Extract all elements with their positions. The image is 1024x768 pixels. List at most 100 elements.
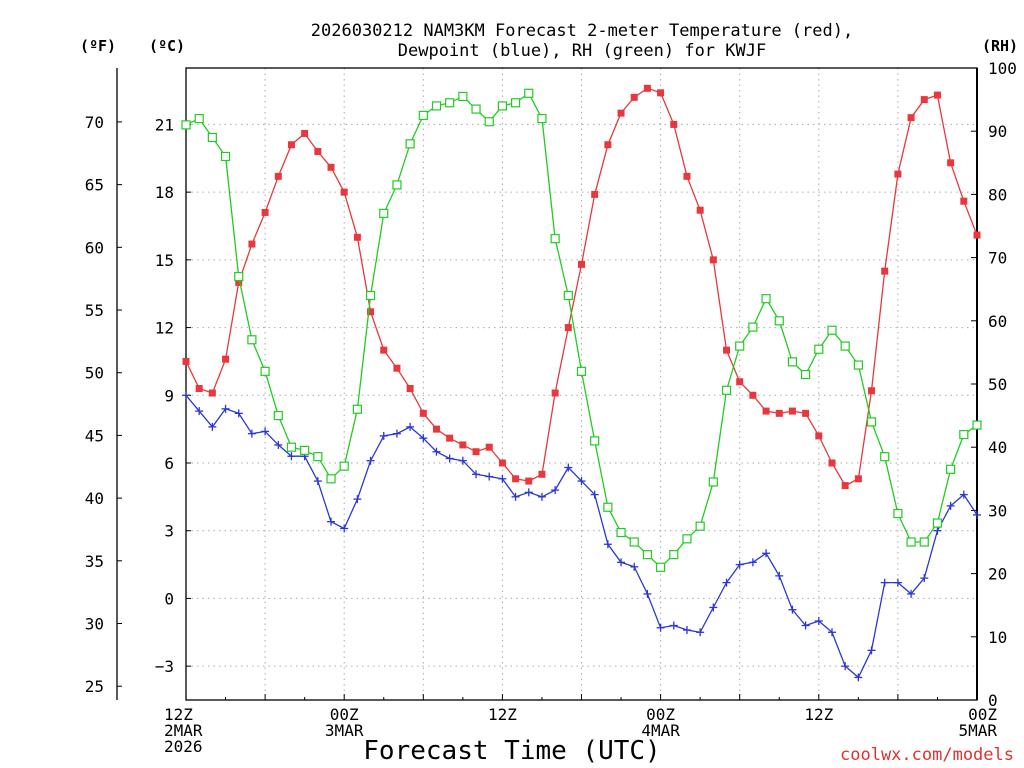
temperature-point: [920, 96, 928, 104]
dewpoint-point: [551, 486, 560, 495]
dewpoint-point: [603, 540, 612, 549]
dewpoint-point: [788, 605, 797, 614]
rh-point: [181, 120, 191, 130]
temperature-point: [380, 346, 388, 354]
rh-tick-label: 70: [988, 249, 1007, 268]
rh-point: [721, 385, 732, 395]
rh-point: [352, 404, 362, 414]
rh-tick-label: 10: [988, 628, 1007, 647]
rh-point: [972, 420, 982, 430]
dewpoint-point: [709, 603, 718, 612]
x-tick-label: 12Z: [488, 705, 517, 724]
rh-point: [418, 110, 428, 121]
temperature-point: [459, 441, 467, 449]
dewpoint-point: [274, 440, 283, 449]
x-tick-label: 3MAR: [325, 721, 364, 740]
dewpoint-point: [867, 646, 876, 655]
rh-tick-label: 60: [988, 312, 1007, 331]
dewpoint-point: [854, 673, 863, 682]
unit-fahrenheit: (ºF): [80, 37, 116, 55]
x-tick-label: 12Z: [804, 705, 833, 724]
temperature-point: [643, 84, 651, 92]
x-tick-label: 00Z: [646, 705, 675, 724]
rh-point: [458, 91, 468, 102]
rh-tick-label: 50: [988, 375, 1007, 394]
temperature-point: [512, 475, 520, 483]
rh-point: [220, 151, 231, 162]
rh-tick-label: 40: [988, 438, 1007, 457]
dewpoint-point: [577, 477, 586, 486]
temperature-point: [432, 425, 440, 433]
rh-point: [286, 442, 297, 452]
dewpoint-point: [696, 628, 705, 637]
celsius-tick-label: 0: [164, 589, 174, 608]
dewpoint-point: [630, 562, 639, 571]
temperature-point: [525, 477, 533, 485]
dewpoint-point: [946, 501, 955, 510]
x-tick-label: 2026: [164, 737, 203, 756]
dewpoint-point: [353, 495, 362, 504]
rh-point: [893, 508, 903, 519]
rh-point: [471, 104, 481, 114]
dewpoint-point: [524, 488, 533, 497]
temperature-point: [828, 459, 836, 467]
temperature-point: [881, 267, 889, 275]
chart-title-line-2: Dewpoint (blue), RH (green) for KWJF: [398, 41, 766, 61]
temperature-point: [854, 475, 862, 483]
rh-tick-label: 80: [988, 185, 1007, 204]
temperature-point: [538, 470, 546, 478]
dewpoint-point: [498, 474, 507, 483]
temperature-point: [353, 233, 361, 241]
rh-point: [774, 316, 784, 326]
rh-point: [866, 417, 877, 427]
temperature-point: [406, 385, 414, 393]
dewpoint-point: [392, 429, 401, 438]
dewpoint-point: [195, 407, 204, 416]
fahrenheit-tick-label: 45: [85, 426, 104, 445]
fahrenheit-tick-label: 30: [85, 615, 104, 634]
temperature-point: [182, 357, 190, 365]
rh-tick-label: 20: [988, 565, 1007, 584]
temperature-point: [894, 170, 902, 178]
rh-point: [827, 325, 837, 335]
dewpoint-point: [907, 589, 916, 598]
rh-point: [840, 341, 850, 351]
dewpoint-point: [801, 621, 810, 630]
dewpoint-point: [722, 578, 731, 587]
rh-point: [906, 537, 916, 547]
dewpoint-point: [748, 558, 757, 567]
series: [181, 84, 982, 682]
temperature-point: [367, 308, 375, 316]
dewpoint-point: [379, 431, 388, 440]
rh-point: [669, 550, 679, 560]
rh-line: [185, 92, 978, 569]
temperature-point: [657, 89, 665, 97]
dewpoint-point: [880, 578, 889, 587]
temperature-point: [287, 141, 295, 149]
dewpoint-point: [419, 434, 428, 443]
watermark: coolwx.com/models: [840, 745, 1014, 765]
temperature-point: [736, 378, 744, 386]
temperature-point: [709, 256, 717, 264]
dewpoint-point: [762, 549, 771, 558]
dewpoint-point: [261, 427, 270, 436]
dewpoint-point: [485, 472, 494, 481]
rh-point: [273, 411, 283, 421]
rh-tick-label: 100: [988, 59, 1017, 78]
grid-lines: [186, 68, 977, 700]
temperature-point: [274, 172, 282, 180]
temperature-point: [564, 324, 572, 332]
dewpoint-point: [893, 578, 902, 587]
celsius-tick-label: 6: [164, 454, 174, 473]
rh-tick-label: 30: [988, 501, 1007, 520]
dewpoint-point: [287, 452, 296, 461]
rh-point: [247, 335, 257, 345]
rh-point: [510, 98, 521, 108]
x-tick-label: 5MAR: [958, 721, 997, 740]
fahrenheit-tick-label: 70: [85, 113, 104, 132]
temperature-point: [960, 197, 968, 205]
temperature-point: [222, 355, 230, 363]
temperature-point: [670, 120, 678, 128]
rh-point: [563, 290, 573, 301]
